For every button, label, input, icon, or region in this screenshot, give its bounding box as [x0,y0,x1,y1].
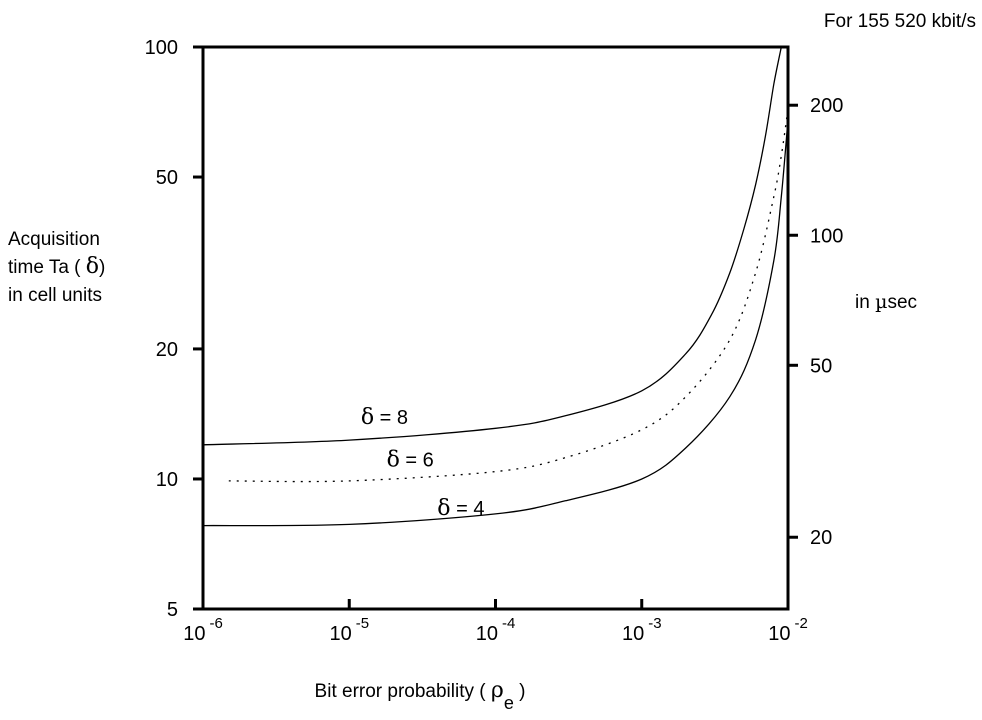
y-axis-label-line: Acquisition [8,229,100,250]
series-line-3 [202,119,789,527]
series-group [202,46,789,527]
y-tick-label: 100 [145,37,178,59]
series-label-symbol: δ [437,496,450,521]
series-label-2: δ = 6 [387,447,434,472]
x-tick-base: 10 [768,623,790,645]
series-label-3: δ = 4 [437,496,484,521]
x-tick-label: 10 -2 [768,615,808,645]
y-axis-label-line: time Ta ( [8,257,86,278]
y2-tick-label: 20 [810,527,832,549]
series-label-symbol: δ [361,405,374,430]
x-tick-base: 10 [329,623,351,645]
y-tick-label: 20 [156,339,178,361]
x-tick-base: 10 [183,623,205,645]
series-label-1: δ = 8 [361,405,408,430]
plot-frame [201,45,790,611]
header-right-label: For 155 520 kbit/s [824,11,976,32]
x-tick-label: 10 -5 [329,615,369,645]
y-tick-label: 10 [156,469,178,491]
x-tick-exponent: -2 [794,615,807,632]
x-tick-label: 10 -6 [183,615,223,645]
x-tick-exponent: -3 [648,615,661,632]
y-tick-label: 5 [167,599,178,621]
x-tick-label: 10 -3 [622,615,662,645]
y-axis-label-close: ) [99,257,105,278]
y2-axis-label-post: sec [887,292,917,313]
y-tick-label: 50 [156,167,178,189]
y2-axis-label: in µsec [855,291,917,313]
x-axis-label-symbol: ρ [491,678,504,703]
x-tick-base: 10 [622,623,644,645]
y-axis-label: Acquisition time Ta ( δ) in cell units [8,229,105,306]
x-tick-exponent: -6 [209,615,222,632]
y-axis-label-symbol: δ [86,254,99,279]
series-label-text: = 6 [400,449,434,471]
x-axis-label: Bit error probability ( ρe ) [315,678,526,713]
series-line-1 [202,46,782,446]
x-tick-base: 10 [476,623,498,645]
x-tick-exponent: -5 [356,615,369,632]
series-line-2 [228,108,789,483]
y-axis-label-line: in cell units [8,285,102,306]
x-axis-label-text: Bit error probability ( [315,681,491,702]
x-tick-label: 10 -4 [476,615,516,645]
series-label-text: = 8 [374,407,408,429]
y2-tick-label: 200 [810,95,843,117]
plot-frame-group [201,45,790,611]
x-axis-label-subscript: e [504,693,514,713]
x-tick-exponent: -4 [502,615,515,632]
x-axis-label-close: ) [514,681,526,702]
y2-axis-label-symbol: µ [875,291,887,313]
series-label-text: = 4 [451,498,485,520]
y2-tick-label: 50 [810,355,832,377]
y2-axis-label-pre: in [855,292,875,313]
series-label-symbol: δ [387,447,400,472]
y2-tick-label: 100 [810,225,843,247]
